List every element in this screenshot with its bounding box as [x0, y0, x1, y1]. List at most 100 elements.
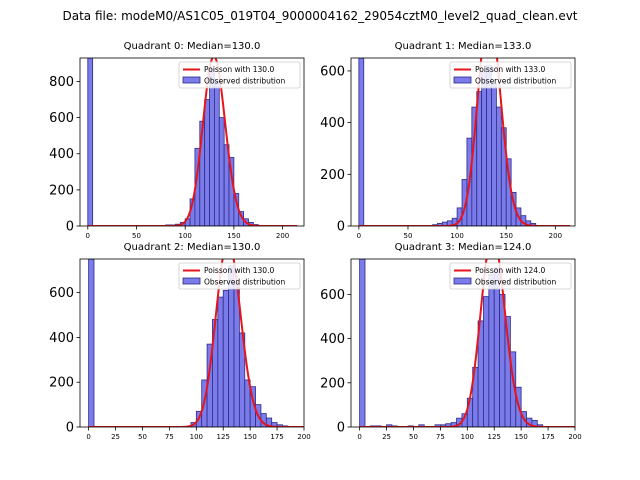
axes-frame	[350, 57, 576, 227]
histogram-bar	[486, 65, 492, 226]
y-tick-label: 0	[66, 220, 74, 235]
x-tick-label: 150	[227, 232, 240, 240]
y-tick-label: 400	[320, 116, 345, 131]
plot-area	[88, 259, 304, 427]
x-tick-label: 200	[297, 433, 310, 441]
x-tick-label: 0	[86, 433, 90, 441]
histogram-bar-zero	[87, 58, 94, 226]
y-tick-label: 600	[320, 64, 345, 79]
y-tick-label: 200	[49, 376, 74, 391]
legend-frame	[449, 262, 572, 290]
y-tick-label: 0	[337, 421, 345, 436]
legend-frame	[449, 61, 572, 89]
legend: Poisson with 133.0 Observed distribution	[449, 61, 572, 89]
legend-bar-swatch	[453, 277, 472, 285]
y-tick-label: 400	[49, 331, 74, 346]
axes-frame	[79, 57, 305, 227]
chart-title: Quadrant 0: Median=130.0	[124, 41, 261, 52]
x-tick-label: 75	[436, 433, 445, 441]
histogram-bar-zero	[359, 259, 366, 427]
x-tick-label: 50	[138, 433, 147, 441]
x-tick-label: 150	[500, 232, 513, 240]
x-tick-label: 125	[488, 433, 501, 441]
legend-label-observed: Observed distribution	[475, 278, 556, 287]
x-tick-label: 100	[461, 433, 474, 441]
chart-quadrant-0: Quadrant 0: Median=130.0 0 200 400 600 800 0 50…	[49, 41, 305, 240]
chart-quadrant-2: Quadrant 2: Median=130.0 0 200 400 600 0 25 50 7…	[49, 242, 311, 441]
legend-label-poisson: Poisson with 130.0	[204, 266, 274, 275]
axes-frame	[79, 258, 305, 428]
legend-label-poisson: Poisson with 124.0	[475, 266, 545, 275]
x-tick-label: 100	[178, 232, 191, 240]
y-tick-label: 600	[320, 288, 345, 303]
y-tick-label: 600	[49, 111, 74, 126]
x-tick-label: 50	[404, 232, 413, 240]
y-tick-label: 0	[66, 421, 74, 436]
legend-bar-swatch	[182, 277, 201, 285]
poisson-curve	[88, 259, 304, 427]
axes-frame	[350, 258, 576, 428]
legend: Poisson with 130.0 Observed distribution	[178, 61, 301, 89]
histogram-bar	[488, 274, 495, 427]
x-tick-label: 175	[270, 433, 283, 441]
legend-bar-swatch	[182, 76, 201, 84]
chart-title: Quadrant 3: Median=124.0	[395, 242, 532, 253]
histogram-bar	[213, 81, 220, 226]
legend-bar-swatch	[453, 76, 472, 84]
histogram-bar	[204, 99, 210, 226]
x-tick-label: 0	[357, 232, 361, 240]
x-tick-label: 100	[190, 433, 203, 441]
histogram-bar-zero	[358, 58, 365, 226]
figure-suptitle: Data file: modeM0/AS1C05_019T04_90000041…	[62, 9, 577, 23]
legend-label-poisson: Poisson with 133.0	[475, 65, 545, 74]
chart-quadrant-1: Quadrant 1: Median=133.0 0 200 400 600 0 50 100…	[320, 41, 576, 240]
x-tick-label: 200	[276, 232, 289, 240]
histogram-bar	[218, 117, 225, 226]
x-tick-label: 200	[568, 433, 581, 441]
chart-title: Quadrant 1: Median=133.0	[395, 41, 532, 52]
histogram-bar	[491, 83, 497, 226]
x-tick-label: 50	[409, 433, 418, 441]
x-tick-label: 25	[111, 433, 120, 441]
y-tick-label: 600	[49, 286, 74, 301]
histogram-bar	[228, 265, 235, 427]
legend: Poisson with 124.0 Observed distribution	[449, 262, 572, 290]
x-tick-label: 25	[382, 433, 391, 441]
histogram-bar	[493, 267, 501, 427]
chart-title: Quadrant 2: Median=130.0	[124, 242, 261, 253]
y-tick-label: 200	[320, 376, 345, 391]
histogram-bar	[209, 68, 215, 226]
x-tick-label: 100	[450, 232, 463, 240]
legend-label-observed: Observed distribution	[475, 77, 556, 86]
x-tick-label: 150	[243, 433, 256, 441]
legend-frame	[178, 61, 301, 89]
y-tick-label: 200	[320, 168, 345, 183]
x-tick-label: 200	[549, 232, 562, 240]
plot-area	[358, 58, 571, 226]
legend-label-observed: Observed distribution	[204, 77, 285, 86]
y-tick-label: 800	[49, 75, 74, 90]
legend: Poisson with 130.0 Observed distribution	[178, 262, 301, 290]
y-tick-label: 200	[49, 183, 74, 198]
x-tick-label: 125	[217, 433, 230, 441]
legend-label-poisson: Poisson with 130.0	[204, 65, 274, 74]
histogram-bar	[496, 106, 502, 226]
chart-quadrant-3: Quadrant 3: Median=124.0 0 200 400 600 0 25 50 7…	[320, 242, 582, 441]
histogram-bar	[222, 289, 230, 427]
x-tick-label: 0	[86, 232, 90, 240]
histogram-bar-zero	[88, 259, 95, 427]
histogram-bar	[483, 296, 490, 427]
y-tick-label: 400	[49, 147, 74, 162]
x-tick-label: 175	[541, 433, 554, 441]
y-tick-label: 400	[320, 332, 345, 347]
legend-label-observed: Observed distribution	[204, 278, 285, 287]
histogram-bar	[217, 296, 224, 427]
plot-area	[359, 259, 575, 427]
y-tick-label: 0	[337, 220, 345, 235]
x-tick-label: 50	[132, 232, 141, 240]
x-tick-label: 0	[357, 433, 361, 441]
x-tick-label: 75	[165, 433, 174, 441]
x-tick-label: 150	[514, 433, 527, 441]
histogram-bar	[481, 70, 487, 226]
